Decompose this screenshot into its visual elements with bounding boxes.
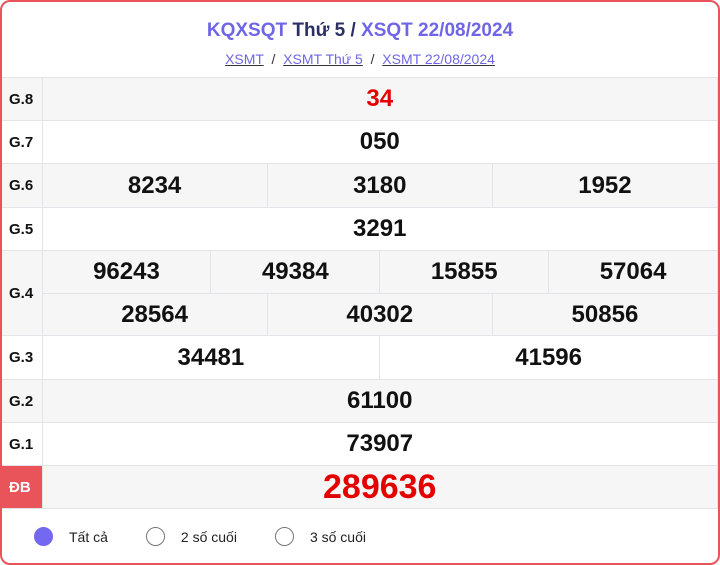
special-prize-label: ĐB	[2, 465, 43, 509]
prize-value: 96243	[93, 258, 160, 285]
row-g6: G.6 8234 3180 1952	[2, 163, 718, 208]
prize-value: 34	[41, 77, 718, 121]
filter-last-3[interactable]: 3 số cuối	[274, 527, 366, 546]
filter-all[interactable]: Tất cả	[34, 527, 108, 546]
row-g1: G.1 73907	[2, 422, 718, 466]
prize-value: 50856	[491, 294, 717, 335]
row-g3: G.3 34481 41596	[2, 335, 718, 380]
prize-value: 41596	[379, 336, 717, 379]
crumb-xsmt[interactable]: XSMT	[225, 51, 264, 67]
prize-value: 3180	[266, 164, 492, 207]
prize-value: 61100	[41, 379, 718, 423]
prize-value: 40302	[266, 294, 492, 335]
prize-value: 3291	[41, 207, 718, 251]
breadcrumb: XSMT / XSMT Thứ 5 / XSMT 22/08/2024	[225, 51, 495, 67]
filter-last-2[interactable]: 2 số cuối	[145, 527, 237, 546]
row-g4: G.4 96243 49384 15855 57064 28564 40302 50856	[2, 250, 718, 336]
special-prize-value: 289636	[41, 465, 718, 509]
prize-value: 73907	[41, 422, 718, 466]
prize-value: 050	[41, 120, 718, 164]
row-g2: G.2 61100	[2, 379, 718, 423]
prize-value: 28564	[121, 300, 188, 328]
radio-selected-icon[interactable]	[34, 527, 53, 546]
crumb-xsmt-thu5[interactable]: XSMT Thứ 5	[283, 51, 363, 67]
prize-value: 34481	[177, 343, 245, 371]
radio-icon[interactable]	[274, 527, 294, 546]
results-table: G.8 34 G.7 050 G.6 8234 3180 1952 G.5 3291 G.4…	[2, 77, 718, 509]
row-db: ĐB 289636	[2, 465, 718, 509]
radio-icon[interactable]	[145, 527, 165, 546]
page-title: KQXSQT Thứ 5 / XSQT 22/08/2024	[206, 20, 514, 41]
prize-value: 15855	[379, 251, 548, 293]
crumb-xsmt-date[interactable]: XSMT 22/08/2024	[382, 51, 495, 67]
header: KQXSQT Thứ 5 / XSQT 22/08/2024 XSMT / XS…	[2, 2, 718, 77]
prize-value: 49384	[210, 251, 379, 293]
prize-value: 57064	[548, 251, 717, 293]
row-g7: G.7 050	[2, 120, 718, 164]
row-g5: G.5 3291	[2, 207, 718, 251]
prize-value: 8234	[127, 171, 182, 199]
digit-filter: Tất cả 2 số cuối 3 số cuối	[2, 509, 718, 546]
prize-value: 1952	[491, 164, 717, 207]
row-g8: G.8 34	[2, 77, 718, 121]
